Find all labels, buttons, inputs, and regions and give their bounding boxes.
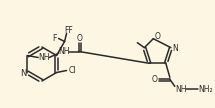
Text: NH: NH bbox=[175, 85, 187, 94]
Text: NH: NH bbox=[58, 47, 70, 56]
Text: N: N bbox=[172, 44, 178, 53]
Text: NH₂: NH₂ bbox=[198, 85, 213, 94]
Text: NH: NH bbox=[38, 53, 50, 62]
Text: O: O bbox=[152, 75, 158, 84]
Text: FF: FF bbox=[64, 26, 73, 35]
Text: O: O bbox=[154, 32, 160, 41]
Text: F: F bbox=[52, 34, 57, 43]
Text: O: O bbox=[76, 34, 82, 43]
Text: N: N bbox=[20, 69, 26, 78]
Text: Cl: Cl bbox=[69, 66, 76, 75]
